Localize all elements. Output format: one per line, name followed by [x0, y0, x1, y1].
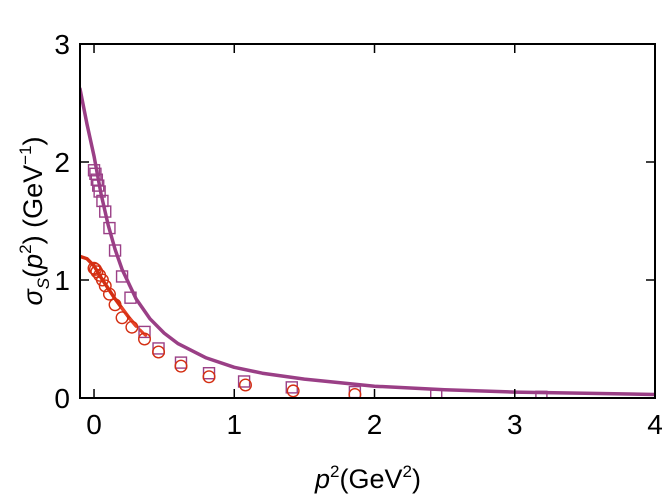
solid-curve-2: [80, 87, 655, 397]
x-tick-label: 0: [86, 409, 102, 440]
square-point: [152, 342, 165, 355]
circle-point: [95, 273, 109, 287]
square-point: [93, 185, 106, 198]
square-point: [103, 221, 116, 235]
x-tick-label: 4: [647, 409, 663, 440]
square-point: [535, 390, 548, 398]
square-point: [124, 291, 137, 304]
circle-point: [138, 332, 152, 346]
circle-point: [238, 378, 252, 392]
circle-point: [152, 345, 166, 359]
x-axis-label-exp: 2: [330, 462, 339, 481]
square-point: [115, 270, 129, 283]
plot-frame: [79, 43, 656, 399]
circle-point: [108, 298, 122, 312]
circle-point: [286, 384, 300, 398]
y-tick-label: 0: [54, 383, 70, 414]
x-axis-label: p2(GeV2): [314, 462, 421, 494]
y-axis-label-arg-close: ): [18, 235, 48, 244]
square-point: [174, 356, 188, 369]
x-axis-label-unit-exp: 2: [403, 462, 412, 481]
y-axis-label-unit-exp: −1: [16, 145, 35, 164]
x-tick-label: 1: [226, 409, 242, 440]
y-axis-label-arg-open: (: [18, 269, 48, 278]
circle-point: [125, 320, 139, 334]
y-axis-label-sub: S: [34, 277, 53, 289]
x-tick-label: 2: [367, 409, 383, 440]
y-tick-label: 3: [54, 29, 70, 60]
data-layer: [80, 87, 655, 398]
circle-point: [202, 370, 216, 384]
y-axis-label-arg-var: p: [18, 254, 48, 270]
square-point: [430, 389, 443, 398]
circle-point: [348, 387, 362, 398]
square-point: [108, 244, 122, 257]
y-axis-label: σS(p2) (GeV−1): [16, 136, 53, 305]
circle-point: [98, 279, 112, 293]
tick-layer: 0 1 2 3 4 0 1 2 3: [54, 29, 662, 440]
x-tick-label: 3: [507, 409, 523, 440]
x-axis-label-unit-close: ): [412, 464, 421, 494]
square-point: [99, 205, 112, 218]
y-axis-label-arg-exp: 2: [16, 244, 35, 253]
square-point: [138, 325, 151, 339]
x-axis-label-var: p: [314, 464, 330, 494]
square-point: [202, 367, 216, 380]
y-tick-label: 1: [54, 265, 70, 296]
square-point: [87, 164, 101, 177]
y-axis-label-unit-open: (GeV: [18, 165, 48, 236]
circle-point: [115, 311, 129, 325]
y-axis-label-sym: σ: [18, 288, 48, 306]
plot-background: [80, 44, 655, 398]
x-axis-label-unit-open: (GeV: [340, 464, 403, 494]
y-axis-label-unit-close: ): [18, 136, 48, 145]
circle-point: [174, 359, 188, 373]
circle-point: [102, 287, 116, 301]
y-tick-label: 2: [54, 147, 70, 178]
